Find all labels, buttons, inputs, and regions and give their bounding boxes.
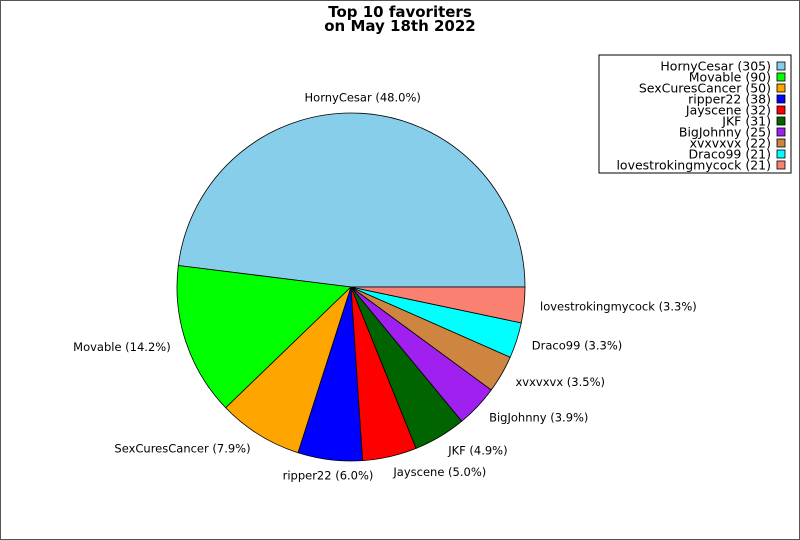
pie-slice-1 (176, 265, 352, 409)
legend-box (598, 54, 792, 174)
legend: HornyCesar (305)Movable (90)SexCuresCanc… (598, 54, 792, 174)
legend-swatch-3 (776, 94, 786, 104)
legend-swatch-7 (776, 138, 786, 148)
legend-label-7: xvxvxvx (22) (690, 136, 771, 151)
slice-label-4: Jayscene (5.0%) (392, 465, 486, 479)
legend-swatch-4 (776, 105, 786, 115)
slice-label-2: SexCuresCancer (7.9%) (114, 441, 250, 455)
legend-label-0: HornyCesar (305) (660, 59, 771, 74)
legend-swatch-6 (776, 127, 786, 137)
slice-labels: HornyCesar (48.0%) Movable (14.2%) SexCure… (73, 90, 697, 482)
legend-swatch-0 (776, 61, 786, 71)
pie-slice-0 (177, 112, 526, 288)
legend-label-4: Jayscene (32) (685, 103, 771, 118)
slice-label-3: ripper22 (6.0%) (283, 469, 374, 483)
legend-swatch-8 (776, 149, 786, 159)
slice-label-7: xvxvxvx (3.5%) (516, 375, 605, 389)
pie-slices (176, 112, 526, 462)
legend-swatch-9 (776, 160, 786, 170)
legend-label-9: lovestrokingmycock (21) (616, 158, 771, 173)
slice-label-6: BigJohnny (3.9%) (489, 411, 588, 425)
legend-label-8: Draco99 (21) (689, 147, 771, 162)
legend-label-5: JKF (31) (721, 114, 771, 129)
legend-label-2: SexCuresCancer (50) (639, 81, 771, 96)
legend-label-3: ripper22 (38) (688, 92, 771, 107)
legend-label-1: Movable (90) (689, 70, 771, 85)
legend-swatch-2 (776, 83, 786, 93)
slice-label-0: HornyCesar (48.0%) (305, 90, 421, 104)
slice-label-5: JKF (4.9%) (447, 443, 507, 457)
chart-title-line-2: on May 18th 2022 (324, 17, 476, 35)
legend-swatch-5 (776, 116, 786, 126)
pie-slice-9 (350, 286, 526, 324)
slice-label-1: Movable (14.2%) (73, 340, 171, 354)
legend-swatch-1 (776, 72, 786, 82)
legend-label-6: BigJohnny (25) (679, 125, 771, 140)
chart-title-line-1: Top 10 favoriters (328, 3, 472, 21)
slice-label-8: Draco99 (3.3%) (532, 338, 622, 352)
slice-label-9: lovestrokingmycock (3.3%) (540, 300, 697, 314)
